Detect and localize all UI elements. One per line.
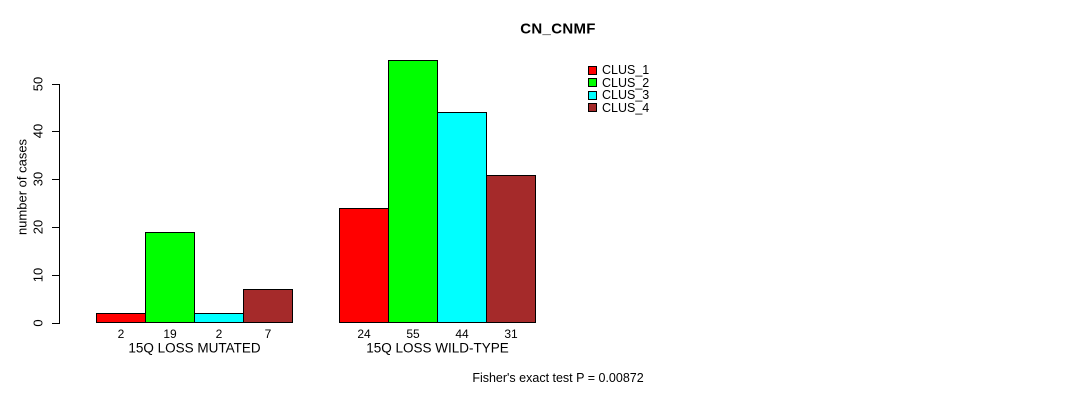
y-axis-tick [52,179,59,180]
legend-label: CLUS_2 [602,75,650,90]
y-axis-tick [52,323,59,324]
bar-value-label: 24 [357,327,371,341]
legend-swatch-icon [588,90,597,100]
bar-value-label: 19 [163,327,177,341]
legend-item: CLUS_4 [588,100,650,115]
bar-value-label: 31 [504,327,518,341]
bar-value-label: 2 [215,327,223,341]
y-axis-tick-label: 10 [30,267,46,283]
y-axis-tick-label: 30 [30,171,46,187]
annotation-text: Fisher's exact test P = 0.00872 [472,371,644,385]
legend-swatch-icon [588,78,597,88]
y-axis-tick [52,275,59,276]
bar-value-label: 2 [117,327,125,341]
y-axis-tick-label: 50 [30,76,46,92]
legend-item: CLUS_3 [588,89,649,102]
y-axis-tick [52,227,59,228]
y-axis-tick-label: 0 [30,319,46,327]
legend-swatch-icon [588,65,597,75]
legend: CLUS_1 CLUS_2 CLUS_3 CLUS_4 [588,64,649,114]
category-label: 15Q LOSS MUTATED [128,340,261,356]
bar-value-label: 44 [455,327,469,341]
y-axis-line [59,84,60,324]
legend-item: CLUS_2 [588,75,650,90]
chart-title: CN_CNMF [520,20,596,38]
bar-clus_3-g1 [194,313,244,323]
bar-clus_1-g1 [96,313,146,323]
y-axis-tick-label: 20 [30,219,46,235]
bar-clus_3-g2 [437,112,487,323]
y-axis-tick-label: 40 [30,123,46,139]
bar-clus_2-g2 [388,60,438,323]
bar-clus_4-g2 [486,175,536,323]
bar-value-label: 7 [264,327,272,341]
bar-clus_4-g1 [243,289,293,323]
legend-label: CLUS_4 [602,100,650,115]
legend-label: CLUS_1 [602,63,650,78]
legend-label: CLUS_3 [602,88,650,103]
category-label: 15Q LOSS WILD-TYPE [366,340,509,356]
legend-swatch-icon [588,103,597,113]
bar-clus_2-g1 [145,232,195,323]
legend-item: CLUS_1 [588,64,649,77]
bar-value-label: 55 [406,327,420,341]
y-axis-tick [52,131,59,132]
bar-clus_1-g2 [339,208,389,323]
y-axis-tick [52,84,59,85]
